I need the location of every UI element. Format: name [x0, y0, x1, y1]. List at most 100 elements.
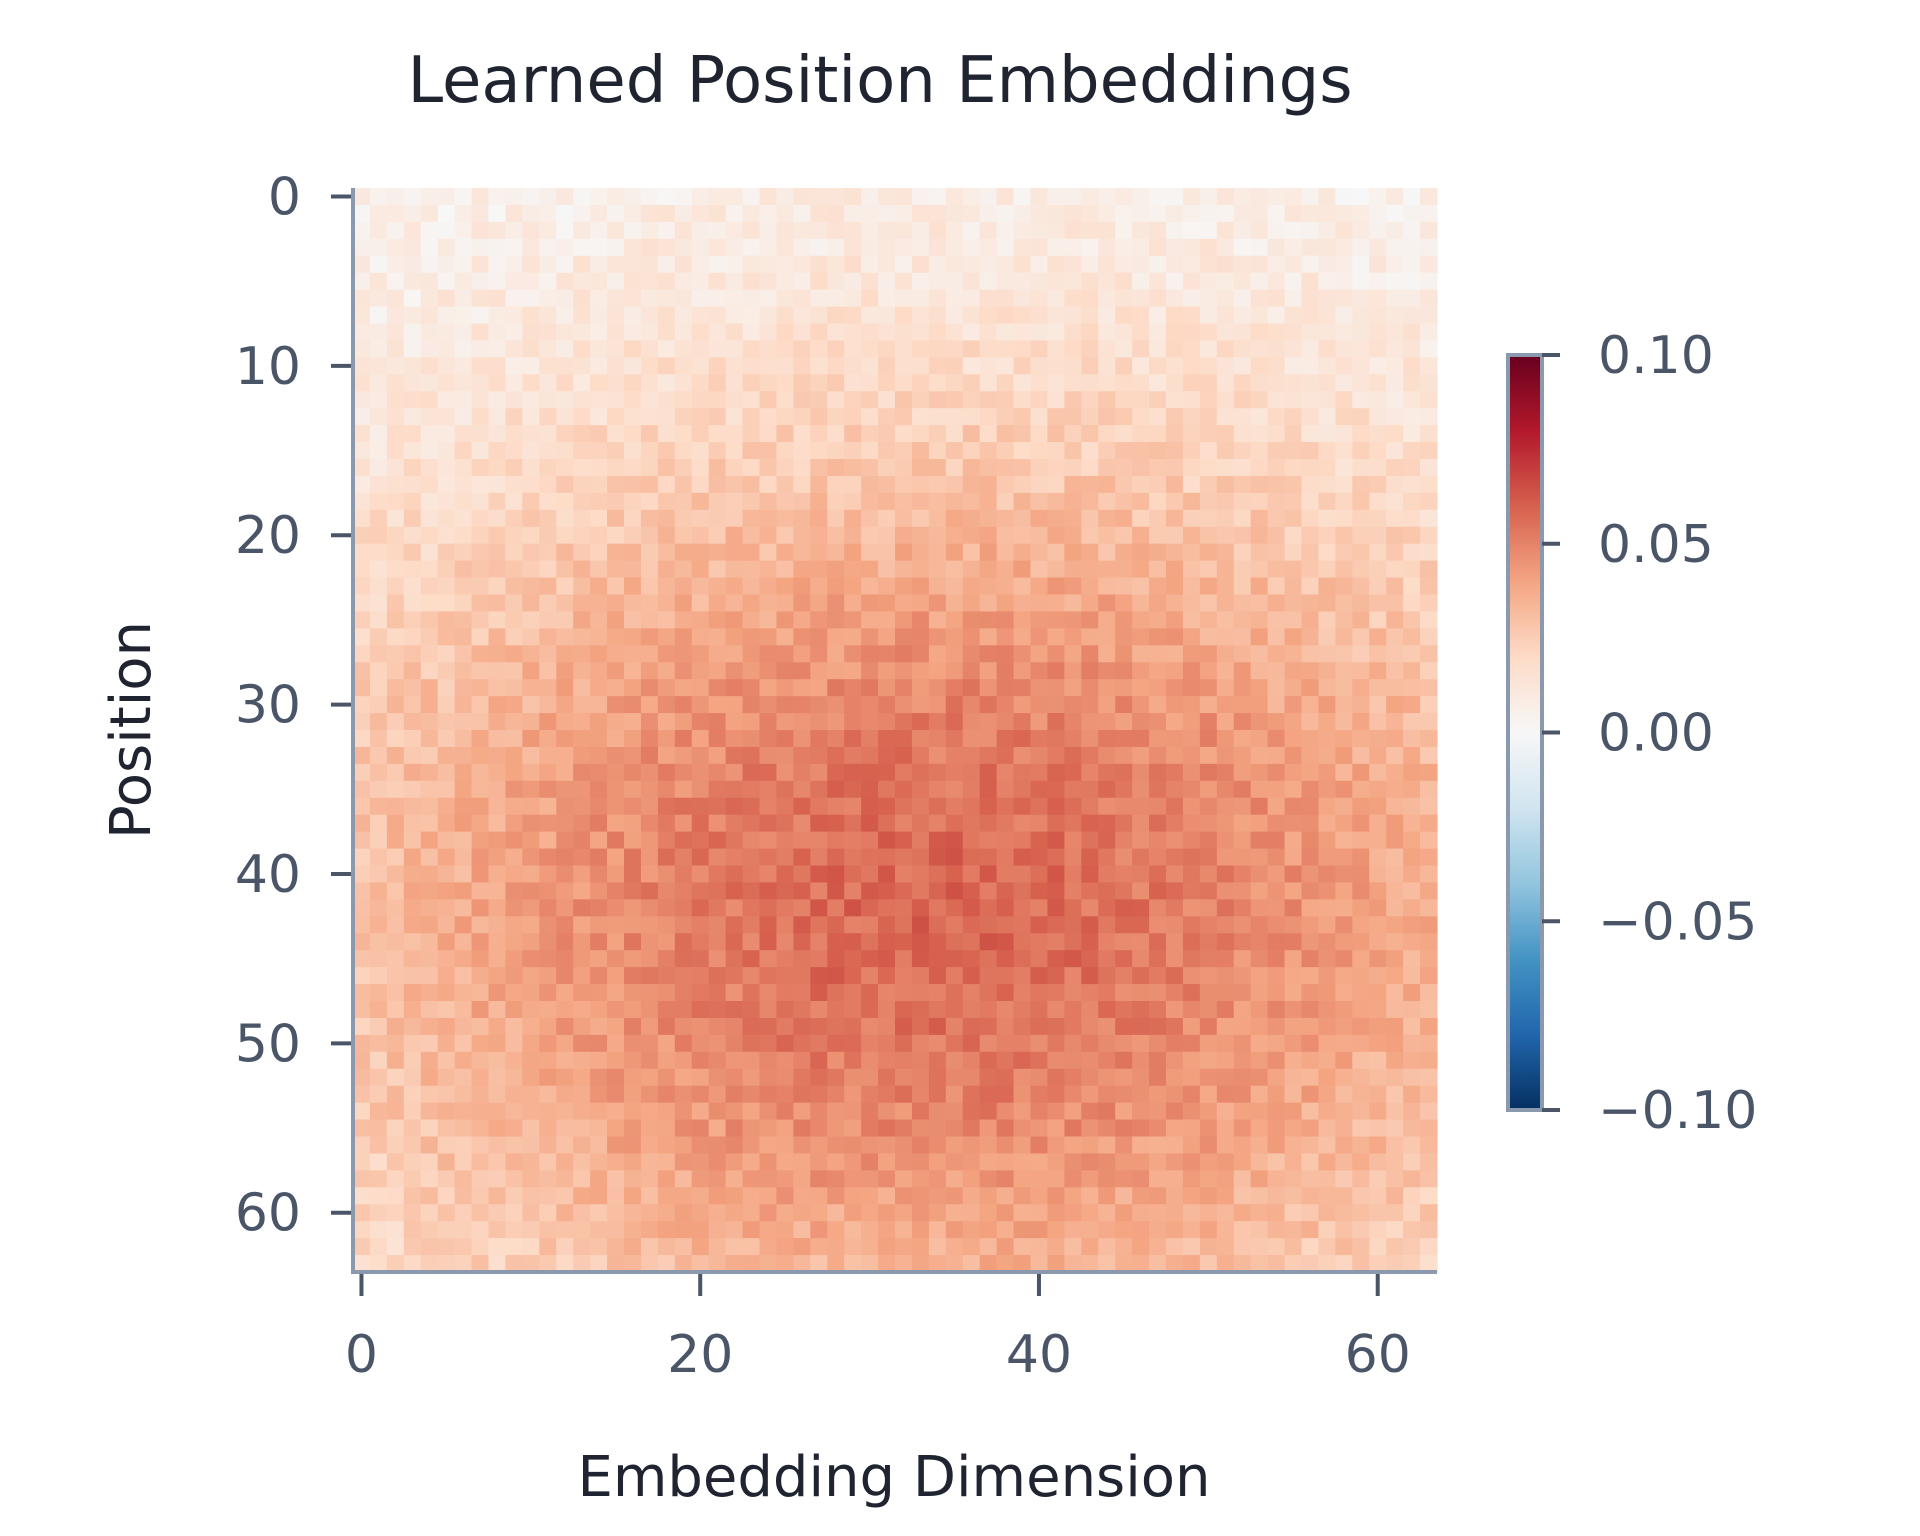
- heatmap-cell: [810, 1170, 828, 1188]
- heatmap-cell: [1115, 831, 1133, 850]
- heatmap-cell: [996, 560, 1015, 579]
- heatmap-cell: [1098, 1136, 1116, 1155]
- heatmap-cell: [1284, 1085, 1303, 1104]
- heatmap-cell: [911, 679, 930, 697]
- heatmap-cell: [895, 1170, 913, 1188]
- heatmap-cell: [1149, 780, 1167, 799]
- heatmap-cell: [911, 865, 930, 884]
- heatmap-cell: [556, 459, 574, 477]
- heatmap-cell: [945, 577, 964, 596]
- heatmap-cell: [1216, 459, 1235, 477]
- heatmap-cell: [539, 865, 557, 884]
- heatmap-cell: [369, 797, 388, 816]
- heatmap-cell: [353, 1017, 371, 1036]
- heatmap-cell: [1115, 899, 1133, 917]
- heatmap-cell: [878, 442, 896, 460]
- heatmap-cell: [1115, 730, 1133, 748]
- heatmap-cell: [996, 204, 1015, 223]
- heatmap-cell: [827, 340, 845, 358]
- heatmap-cell: [471, 289, 490, 308]
- heatmap-cell: [844, 831, 862, 850]
- heatmap-cell: [1369, 1051, 1387, 1070]
- heatmap-cell: [437, 1017, 456, 1036]
- heatmap-cell: [1081, 1153, 1099, 1171]
- heatmap-cell: [386, 1085, 405, 1104]
- heatmap-cell: [539, 374, 557, 392]
- heatmap-cell: [420, 1136, 439, 1155]
- heatmap-cell: [776, 645, 794, 663]
- heatmap-cell: [369, 442, 388, 460]
- heatmap-cell: [895, 357, 913, 375]
- heatmap-cell: [827, 306, 845, 325]
- heatmap-cell: [1284, 221, 1303, 240]
- heatmap-cell: [827, 730, 845, 748]
- heatmap-cell: [928, 323, 947, 342]
- heatmap-cell: [369, 1221, 388, 1239]
- heatmap-cell: [759, 374, 778, 392]
- heatmap-cell: [1403, 1136, 1421, 1155]
- heatmap-cell: [640, 1051, 659, 1070]
- heatmap-cell: [1047, 357, 1065, 375]
- heatmap-cell: [759, 188, 778, 206]
- heatmap-cell: [403, 340, 422, 358]
- heatmap-cell: [1081, 1085, 1099, 1104]
- heatmap-cell: [945, 188, 964, 206]
- heatmap-cell: [353, 1153, 371, 1171]
- heatmap-cell: [928, 509, 947, 528]
- heatmap-cell: [1250, 763, 1269, 782]
- heatmap-cell: [1199, 780, 1218, 799]
- heatmap-cell: [607, 577, 625, 596]
- heatmap-cell: [878, 425, 896, 443]
- heatmap-cell: [539, 1170, 557, 1188]
- heatmap-cell: [1335, 391, 1353, 409]
- heatmap-cell: [1132, 1204, 1150, 1222]
- heatmap-cell: [911, 1170, 930, 1188]
- heatmap-cell: [996, 1051, 1015, 1070]
- heatmap-cell: [1301, 1001, 1320, 1019]
- heatmap-cell: [1284, 763, 1303, 782]
- heatmap-cell: [607, 543, 625, 562]
- heatmap-cell: [928, 204, 947, 223]
- heatmap-cell: [844, 408, 862, 426]
- heatmap-cell: [742, 1085, 761, 1104]
- heatmap-cell: [1013, 662, 1032, 680]
- heatmap-cell: [911, 899, 930, 917]
- heatmap-cell: [1030, 543, 1049, 562]
- heatmap-cell: [810, 865, 828, 884]
- heatmap-cell: [1352, 831, 1370, 850]
- heatmap-cell: [708, 1119, 727, 1138]
- heatmap-cell: [810, 1102, 828, 1121]
- heatmap-cell: [1149, 916, 1167, 934]
- heatmap-cell: [454, 1001, 473, 1019]
- heatmap-cell: [708, 188, 727, 206]
- heatmap-cell: [1098, 204, 1116, 223]
- heatmap-cell: [708, 357, 727, 375]
- heatmap-cell: [590, 425, 608, 443]
- heatmap-cell: [979, 357, 998, 375]
- heatmap-cell: [1386, 865, 1404, 884]
- heatmap-cell: [1047, 408, 1065, 426]
- heatmap-cell: [810, 357, 828, 375]
- heatmap-cell: [624, 933, 642, 951]
- heatmap-cell: [1064, 526, 1082, 545]
- heatmap-cell: [1250, 492, 1269, 511]
- heatmap-cell: [657, 763, 676, 782]
- heatmap-cell: [522, 374, 540, 392]
- heatmap-cell: [1284, 882, 1303, 900]
- heatmap-cell: [878, 696, 896, 714]
- heatmap-cell: [759, 1255, 778, 1273]
- heatmap-cell: [1115, 221, 1133, 240]
- heatmap-cell: [1064, 188, 1082, 206]
- heatmap-cell: [878, 1204, 896, 1222]
- heatmap-cell: [403, 526, 422, 545]
- heatmap-cell: [1149, 899, 1167, 917]
- heatmap-cell: [1352, 865, 1370, 884]
- heatmap-cell: [573, 188, 591, 206]
- heatmap-cell: [539, 679, 557, 697]
- heatmap-cell: [1335, 1001, 1353, 1019]
- heatmap-cell: [1098, 221, 1116, 240]
- heatmap-cell: [776, 204, 794, 223]
- heatmap-cell: [454, 662, 473, 680]
- y-tick-label: 30: [235, 676, 301, 736]
- heatmap-cell: [640, 645, 659, 663]
